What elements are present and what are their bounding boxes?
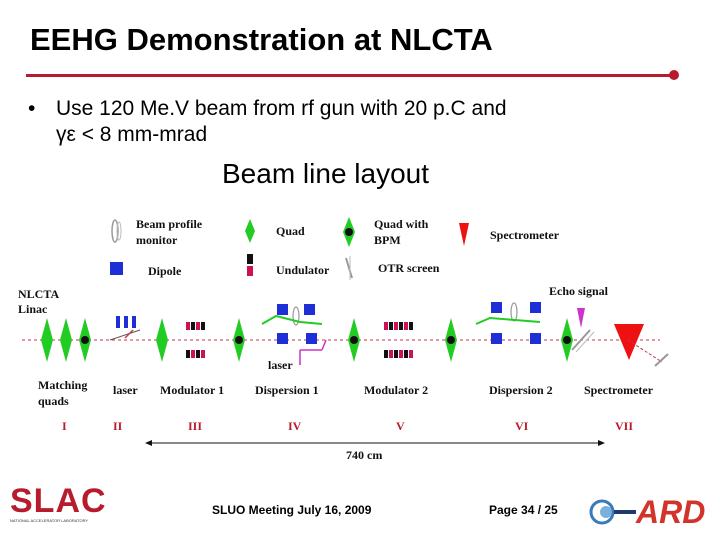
section-label-dispersion-2: Dispersion 2 <box>489 383 553 397</box>
quad-2 <box>60 318 72 362</box>
length-arrow <box>145 440 605 446</box>
modulator-2-undulator <box>384 322 413 358</box>
echo-signal-label: Echo signal <box>549 284 609 298</box>
title-rule-dot <box>669 70 679 80</box>
bullet-line-2: γε < 8 mm-mrad <box>56 123 208 146</box>
section-label-spectrometer: Spectrometer <box>584 383 654 397</box>
bpm-2 <box>235 336 243 344</box>
slac-logo: SLAC NATIONAL ACCELERATOR LABORATORY <box>10 484 134 530</box>
nlcta-label-2: Linac <box>18 302 48 316</box>
legend-quad-icon <box>245 219 255 243</box>
modulator-1-undulator <box>186 322 205 358</box>
bpm-markers <box>81 336 571 344</box>
section-label-modulator-1: Modulator 1 <box>160 383 224 397</box>
quad-1 <box>41 318 53 362</box>
quad-4 <box>156 318 168 362</box>
legend-spectrometer-icon <box>459 223 469 246</box>
spectrometer-magnet <box>614 324 669 367</box>
section-label-dispersion-1: Dispersion 1 <box>255 383 319 397</box>
footer-page-number: Page 34 / 25 <box>489 503 558 517</box>
matching-label-2: quads <box>38 394 69 408</box>
echo-signal <box>571 308 595 353</box>
legend-otr-screen-label: OTR screen <box>378 261 440 275</box>
ard-logo-text: ARD <box>636 494 706 530</box>
legend-profile-monitor-label-1: Beam profile <box>136 217 203 231</box>
roman-v: V <box>396 419 405 433</box>
dispersion-2-chicane <box>475 302 541 344</box>
laser-chicane <box>109 316 141 341</box>
legend-dipole-label: Dipole <box>148 264 182 278</box>
legend-quad-label: Quad <box>276 224 305 238</box>
dispersion-1-chicane <box>261 304 323 344</box>
section-label-modulator-2: Modulator 2 <box>364 383 428 397</box>
matching-label-1: Matching <box>38 378 87 392</box>
legend: Beam profile monitor Quad Quad with BPM … <box>110 217 560 280</box>
legend-profile-monitor-icon <box>111 219 122 243</box>
layout-title: Beam line layout <box>222 158 430 189</box>
bpm-3 <box>350 336 358 344</box>
legend-dipole-icon <box>110 262 123 275</box>
laser-beam <box>299 339 327 365</box>
roman-vi: VI <box>515 419 529 433</box>
legend-spectrometer-label: Spectrometer <box>490 228 560 242</box>
section-label-laser: laser <box>113 383 138 397</box>
slac-logo-text: SLAC <box>10 482 107 520</box>
slide-title: EEHG Demonstration at NLCTA <box>30 22 493 57</box>
title-rule <box>26 74 674 77</box>
laser-label-iv: laser <box>268 358 293 372</box>
roman-vii: VII <box>615 419 633 433</box>
bpm-4 <box>447 336 455 344</box>
footer-meeting: SLUO Meeting July 16, 2009 <box>212 503 372 517</box>
bullet-line-1: Use 120 Me.V beam from rf gun with 20 p.… <box>56 97 507 120</box>
slac-logo-subtitle: NATIONAL ACCELERATOR LABORATORY <box>10 518 89 523</box>
legend-profile-monitor-label-2: monitor <box>136 233 178 247</box>
bullet-item: • Use 120 Me.V beam from rf gun with 20 … <box>28 96 678 148</box>
ard-logo: ARD <box>588 492 716 532</box>
bpm-5 <box>563 336 571 344</box>
nlcta-label-1: NLCTA <box>18 287 59 301</box>
legend-otr-screen-icon <box>345 256 353 280</box>
ard-logo-mark <box>589 499 636 525</box>
bullet-marker: • <box>28 97 36 120</box>
legend-quad-bpm-icon <box>343 217 355 247</box>
legend-undulator-label: Undulator <box>276 263 330 277</box>
roman-iii: III <box>188 419 202 433</box>
legend-undulator-icon <box>247 254 253 276</box>
length-label: 740 cm <box>346 448 382 462</box>
legend-quad-bpm-label-2: BPM <box>374 233 401 247</box>
bpm-1 <box>81 336 89 344</box>
legend-quad-bpm-label-1: Quad with <box>374 217 429 231</box>
roman-iv: IV <box>288 419 302 433</box>
roman-ii: II <box>113 419 123 433</box>
roman-i: I <box>62 419 67 433</box>
